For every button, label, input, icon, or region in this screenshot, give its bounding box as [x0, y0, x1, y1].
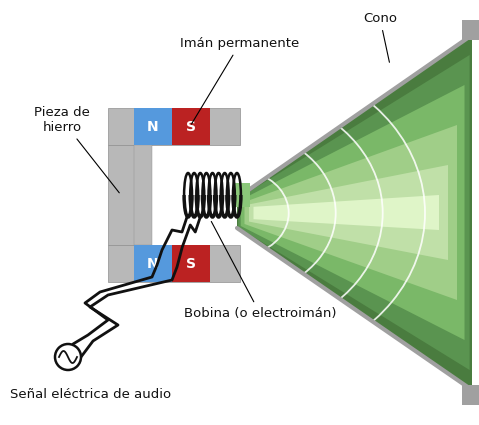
- Bar: [172, 245, 210, 282]
- Bar: [462, 20, 479, 40]
- Polygon shape: [253, 195, 439, 230]
- Text: S: S: [186, 257, 196, 270]
- Polygon shape: [237, 35, 472, 390]
- Bar: [172, 108, 210, 145]
- Text: N: N: [147, 119, 159, 133]
- Text: Bobina (o electroimán): Bobina (o electroimán): [184, 221, 336, 320]
- Text: Señal eléctrica de audio: Señal eléctrica de audio: [10, 388, 171, 402]
- Polygon shape: [244, 125, 457, 300]
- Text: Cono: Cono: [363, 12, 397, 62]
- Bar: [108, 245, 240, 282]
- Bar: [134, 108, 172, 145]
- Polygon shape: [241, 85, 465, 340]
- Polygon shape: [249, 165, 448, 260]
- Bar: [108, 145, 134, 245]
- Bar: [462, 385, 479, 405]
- Bar: [235, 183, 250, 207]
- Bar: [134, 245, 172, 282]
- Bar: [134, 145, 152, 245]
- Text: Pieza de
hierro: Pieza de hierro: [34, 106, 119, 193]
- Text: N: N: [147, 257, 159, 270]
- Polygon shape: [238, 55, 469, 370]
- Circle shape: [55, 344, 81, 370]
- Text: Imán permanente: Imán permanente: [181, 37, 300, 124]
- Text: S: S: [186, 119, 196, 133]
- Bar: [108, 108, 240, 145]
